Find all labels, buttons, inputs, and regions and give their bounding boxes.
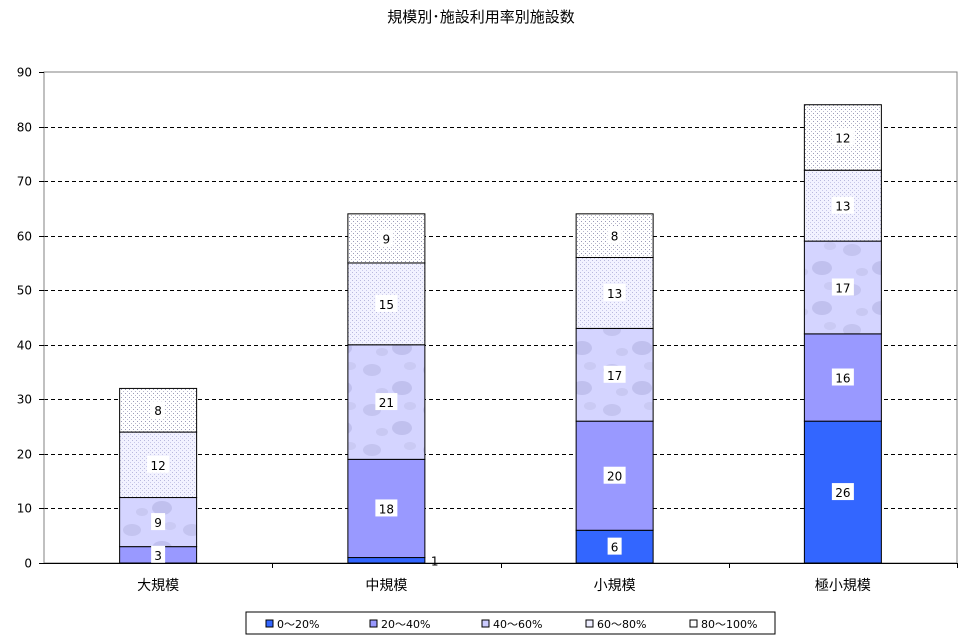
data-label: 13	[835, 200, 850, 214]
data-label-background	[831, 128, 854, 146]
data-label-background	[603, 283, 626, 301]
legend-swatch	[369, 619, 378, 628]
data-label: 20	[607, 470, 622, 484]
data-label: 6	[611, 541, 619, 555]
grid-lines	[44, 127, 957, 509]
data-label: 17	[607, 369, 622, 383]
data-label: 3	[154, 549, 162, 563]
data-label-background	[151, 401, 166, 419]
data-label: 8	[154, 404, 162, 418]
legend-label: 60～80%	[597, 618, 646, 631]
y-tick-label: 0	[24, 557, 32, 571]
data-label-background	[603, 365, 626, 383]
data-label-background	[831, 483, 854, 501]
y-tick-label: 40	[17, 339, 32, 353]
data-label: 9	[383, 232, 391, 246]
data-label: 16	[835, 372, 850, 386]
data-label: 21	[379, 396, 394, 410]
data-label-background	[831, 278, 854, 296]
y-tick-label: 60	[17, 230, 32, 244]
y-tick-label: 80	[17, 121, 32, 135]
x-category-label: 中規模	[365, 578, 407, 594]
data-label-background	[147, 455, 170, 473]
data-label-background	[607, 537, 622, 555]
legend: 0～20% 20～40% 40～60% 60～80% 80～100%	[245, 611, 776, 635]
legend-label: 20～40%	[381, 618, 430, 631]
data-label: 12	[150, 459, 165, 473]
data-label-background	[151, 513, 166, 531]
y-tick-label: 70	[17, 175, 32, 189]
y-tick-label: 30	[17, 393, 32, 407]
y-tick-label: 50	[17, 284, 32, 298]
data-label-background	[375, 393, 398, 411]
data-label: 18	[379, 502, 394, 516]
data-label-background	[607, 226, 622, 244]
x-category-label: 小規模	[594, 578, 636, 594]
data-label-background	[151, 545, 166, 563]
data-label-background	[379, 229, 394, 247]
x-category-label: 極小規模	[815, 578, 871, 594]
chart-title: 規模別･施設利用率別施設数	[387, 8, 575, 26]
legend-swatch	[265, 619, 274, 628]
legend-label: 80～100%	[701, 618, 757, 631]
data-label: 9	[154, 516, 162, 530]
data-label-background	[831, 368, 854, 386]
data-label-background	[831, 196, 854, 214]
data-label-background	[375, 294, 398, 312]
data-label: 13	[607, 287, 622, 301]
y-tick-label: 10	[17, 502, 32, 516]
bars	[119, 104, 882, 564]
data-label-background	[375, 499, 398, 517]
legend-box	[245, 611, 776, 635]
legend-label: 40～60%	[493, 618, 542, 631]
x-category-label: 大規模	[137, 578, 179, 594]
bar-segment	[347, 557, 426, 564]
data-label-background	[603, 466, 626, 484]
data-label: 12	[835, 131, 850, 145]
data-label: 17	[835, 281, 850, 295]
data-label: 8	[611, 230, 619, 244]
legend-swatch	[689, 619, 698, 628]
y-tick-label: 20	[17, 448, 32, 462]
legend-swatch	[481, 619, 490, 628]
data-labels: 3 9 12 8 1 18 21 15 9 6 20 17 13 8 26 16 17 13 12	[147, 128, 854, 568]
data-label: 15	[379, 298, 394, 312]
y-tick-label: 90	[17, 66, 32, 80]
data-label: 26	[835, 486, 850, 500]
data-label: 1	[431, 554, 439, 568]
legend-label: 0～20%	[277, 618, 319, 631]
bar-segment	[803, 333, 882, 422]
legend-swatch	[585, 619, 594, 628]
